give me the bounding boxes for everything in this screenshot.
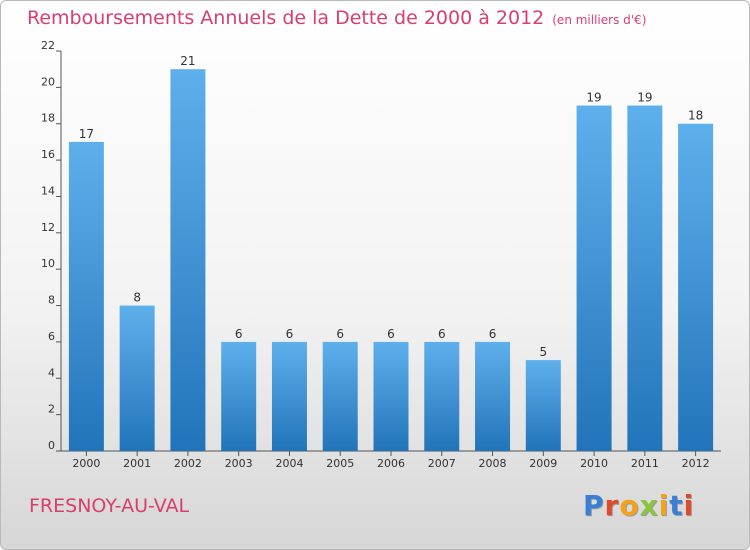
x-tick-label-2002: 2002 bbox=[174, 457, 202, 470]
logo-letter: x bbox=[639, 489, 659, 522]
unit-note: (en milliers d'€) bbox=[552, 13, 647, 27]
x-tick-label-2012: 2012 bbox=[682, 457, 710, 470]
x-tick-label-2009: 2009 bbox=[529, 457, 557, 470]
data-label-2008: 6 bbox=[489, 327, 497, 341]
commune-name: FRESNOY-AU-VAL bbox=[29, 495, 190, 517]
logo-letter: r bbox=[604, 489, 620, 522]
bar-2009 bbox=[525, 360, 561, 451]
data-label-2009: 5 bbox=[539, 345, 547, 359]
bar-2000 bbox=[68, 141, 104, 451]
logo-letter: o bbox=[619, 489, 640, 522]
x-tick-label-2003: 2003 bbox=[225, 457, 253, 470]
x-tick-label-2000: 2000 bbox=[72, 457, 100, 470]
y-tick-label: 14 bbox=[41, 184, 55, 197]
x-tick-label-2004: 2004 bbox=[275, 457, 303, 470]
data-label-2007: 6 bbox=[438, 327, 446, 341]
x-tick-label-2011: 2011 bbox=[631, 457, 659, 470]
bar-2005 bbox=[322, 341, 358, 451]
x-tick-label-2006: 2006 bbox=[377, 457, 405, 470]
y-tick-label: 16 bbox=[41, 148, 55, 161]
y-tick-label: 22 bbox=[41, 39, 55, 52]
bar-2004 bbox=[271, 341, 307, 451]
x-tick-label-2008: 2008 bbox=[479, 457, 507, 470]
bar-2001 bbox=[119, 305, 155, 451]
chart-title-text: Remboursements Annuels de la Dette de 20… bbox=[27, 7, 545, 29]
logo-letter: P bbox=[583, 489, 605, 522]
data-label-2010: 19 bbox=[586, 91, 601, 105]
x-tick-label-2005: 2005 bbox=[326, 457, 354, 470]
data-label-2000: 17 bbox=[79, 127, 94, 141]
y-tick-label: 4 bbox=[48, 366, 55, 379]
y-tick-label: 12 bbox=[41, 221, 55, 234]
x-tick-label-2007: 2007 bbox=[428, 457, 456, 470]
bar-2010 bbox=[576, 105, 612, 451]
y-tick-label: 10 bbox=[41, 257, 55, 270]
bar-2002 bbox=[170, 69, 206, 451]
data-label-2002: 21 bbox=[180, 54, 195, 68]
data-label-2003: 6 bbox=[235, 327, 243, 341]
bar-2003 bbox=[221, 341, 257, 451]
data-label-2012: 18 bbox=[688, 109, 703, 123]
bar-2012 bbox=[678, 123, 714, 452]
bar-2007 bbox=[424, 341, 460, 451]
y-tick-label: 2 bbox=[48, 403, 55, 416]
proxiti-logo: Proxiti bbox=[583, 489, 694, 522]
bar-2006 bbox=[373, 341, 409, 451]
y-tick-label: 6 bbox=[48, 330, 55, 343]
bar-2011 bbox=[627, 105, 663, 451]
y-tick-label: 8 bbox=[48, 294, 55, 307]
chart-bars bbox=[68, 69, 714, 452]
chart-data-labels: 17 8 21 6 6 6 6 6 6 5 19 19 18 bbox=[79, 54, 704, 359]
y-tick-label: 20 bbox=[41, 75, 55, 88]
x-tick-label-2001: 2001 bbox=[123, 457, 151, 470]
logo-letter: i bbox=[658, 489, 670, 522]
data-label-2011: 19 bbox=[637, 91, 652, 105]
logo-letter: t bbox=[669, 489, 684, 522]
x-tick-label-2010: 2010 bbox=[580, 457, 608, 470]
y-tick-label: 0 bbox=[48, 439, 55, 452]
logo-letter: i bbox=[683, 489, 695, 522]
data-label-2006: 6 bbox=[387, 327, 395, 341]
data-label-2001: 8 bbox=[133, 291, 141, 305]
y-tick-label: 18 bbox=[41, 112, 55, 125]
chart-title: Remboursements Annuels de la Dette de 20… bbox=[27, 7, 646, 29]
data-label-2004: 6 bbox=[286, 327, 294, 341]
bar-2008 bbox=[475, 341, 511, 451]
data-label-2005: 6 bbox=[336, 327, 344, 341]
